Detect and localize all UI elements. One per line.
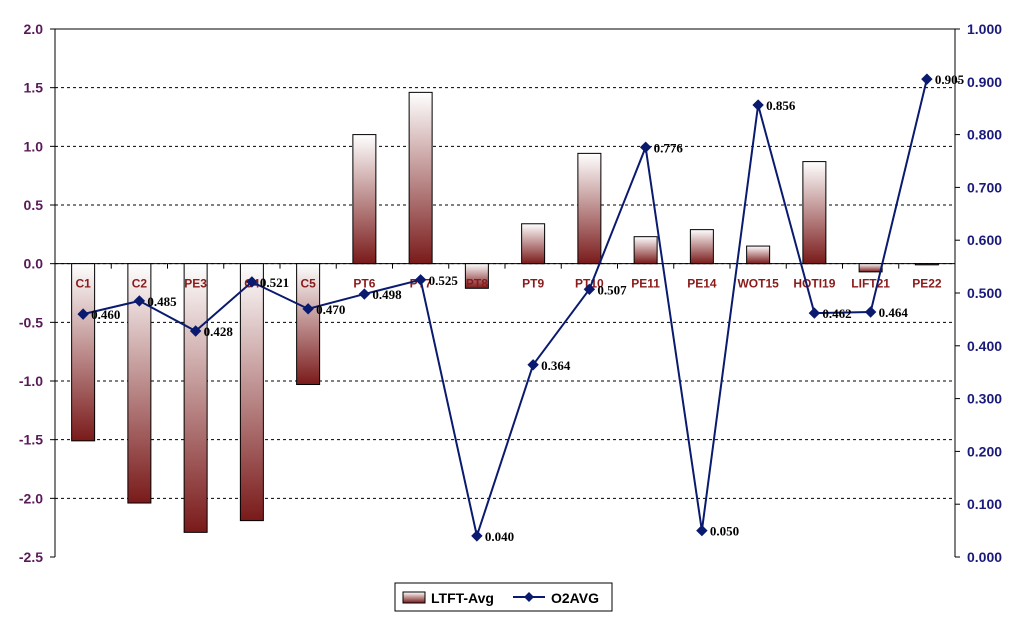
bar-hoti19	[802, 161, 827, 265]
legend-box	[394, 582, 613, 612]
o2avg-data-label: 0.470	[316, 302, 345, 317]
o2avg-marker	[246, 276, 258, 288]
bar-pe22	[914, 263, 939, 266]
o2avg-marker	[77, 308, 89, 320]
o2avg-data-label: 0.460	[91, 307, 120, 322]
category-label: PT8	[466, 277, 488, 291]
bar-series-ltft-avg	[71, 91, 939, 533]
category-label: C5	[300, 277, 316, 291]
o2avg-line	[82, 78, 928, 540]
bar-pe14	[689, 229, 714, 265]
bar-pt9	[521, 223, 546, 265]
right-tick-label: 0.200	[967, 443, 1002, 459]
o2avg-marker	[189, 325, 202, 337]
right-tick-label: 0.100	[967, 496, 1002, 512]
left-tick-label: -1.0	[19, 373, 43, 389]
o2avg-marker	[639, 141, 652, 153]
o2avg-data-label: 0.498	[372, 287, 402, 302]
legend-bar-swatch	[402, 591, 426, 604]
category-label: PE3	[184, 277, 207, 291]
left-tick-label: -2.0	[19, 490, 43, 506]
legend: LTFT-Avg O2AVG	[394, 582, 613, 612]
bar-c2	[127, 263, 152, 504]
category-label: PE22	[912, 277, 942, 291]
o2avg-data-label: 0.364	[541, 358, 571, 373]
o2avg-marker	[358, 288, 371, 300]
right-tick-label: 0.700	[967, 179, 1002, 195]
bar-pt10	[577, 152, 602, 265]
category-label: PT9	[522, 277, 544, 291]
o2avg-marker	[583, 283, 596, 296]
line-series-o2avg: 0.460 0.485 0.428 0.521 0.470 0.498 0.525 0.040…	[77, 72, 965, 544]
o2avg-marker	[471, 530, 483, 542]
right-tick-label: 0.900	[967, 74, 1002, 90]
bar-pt7	[408, 91, 433, 265]
left-tick-label: 2.0	[24, 21, 44, 37]
o2avg-data-label: 0.776	[654, 140, 684, 155]
o2avg-data-label: 0.525	[429, 273, 459, 288]
bar-pe11	[633, 236, 658, 265]
category-label: WOT15	[737, 277, 779, 291]
bar-lift21	[858, 263, 883, 273]
legend-label-ltft-avg: LTFT-Avg	[431, 590, 494, 606]
o2avg-data-label: 0.485	[147, 294, 177, 309]
o2avg-marker	[527, 359, 539, 371]
category-label: HOTI19	[793, 277, 835, 291]
bar-c1	[71, 263, 96, 442]
category-label: PE14	[687, 277, 717, 291]
right-tick-label: 0.300	[967, 391, 1002, 407]
bar-wot15	[746, 245, 771, 265]
bar-pt8	[464, 263, 489, 289]
left-tick-label: -1.5	[19, 432, 43, 448]
category-label: PT6	[353, 277, 375, 291]
legend-marker-swatch	[524, 592, 534, 602]
o2avg-data-label: 0.428	[204, 324, 234, 339]
o2avg-marker	[921, 73, 933, 85]
left-tick-label: 0.5	[24, 197, 44, 213]
bar-c5	[296, 263, 321, 386]
right-tick-label: 0.500	[967, 285, 1002, 301]
o2avg-data-label: 0.040	[485, 529, 514, 544]
o2avg-data-label: 0.521	[260, 275, 289, 290]
right-tick-label: 0.600	[967, 232, 1002, 248]
legend-label-o2avg: O2AVG	[551, 590, 599, 606]
o2avg-data-label: 0.462	[822, 306, 851, 321]
o2avg-marker	[752, 99, 764, 111]
o2avg-marker	[808, 307, 821, 319]
o2avg-marker	[696, 524, 708, 537]
bar-pt6	[352, 134, 377, 265]
o2avg-data-label: 0.050	[710, 524, 739, 539]
bar-c4	[239, 263, 264, 522]
bar-pe3	[183, 263, 208, 533]
o2avg-data-label: 0.464	[879, 305, 909, 320]
o2avg-data-label: 0.856	[766, 98, 796, 113]
o2avg-marker	[864, 306, 877, 318]
right-tick-label: 0.000	[967, 549, 1002, 565]
left-tick-label: -0.5	[19, 314, 43, 330]
category-labels: C1C2PE3C4C5PT6PT7PT8PT9PT10PE11PE14WOT15…	[75, 277, 941, 291]
category-label: PT10	[575, 277, 604, 291]
o2avg-marker	[302, 303, 314, 315]
category-label: PE11	[631, 277, 660, 291]
left-tick-label: 1.5	[24, 80, 44, 96]
o2avg-marker	[133, 295, 146, 307]
right-tick-label: 0.400	[967, 338, 1002, 354]
category-label: LIFT21	[851, 277, 890, 291]
left-tick-label: 1.0	[24, 138, 44, 154]
left-tick-label: -2.5	[19, 549, 43, 565]
category-label: C1	[75, 277, 91, 291]
o2avg-data-label: 0.905	[935, 72, 965, 87]
o2avg-marker	[414, 274, 427, 286]
category-label: C2	[132, 277, 148, 291]
left-tick-label: 0.0	[24, 256, 44, 272]
o2avg-data-label: 0.507	[597, 282, 627, 297]
right-tick-label: 0.800	[967, 127, 1002, 143]
right-tick-label: 1.000	[967, 21, 1002, 37]
